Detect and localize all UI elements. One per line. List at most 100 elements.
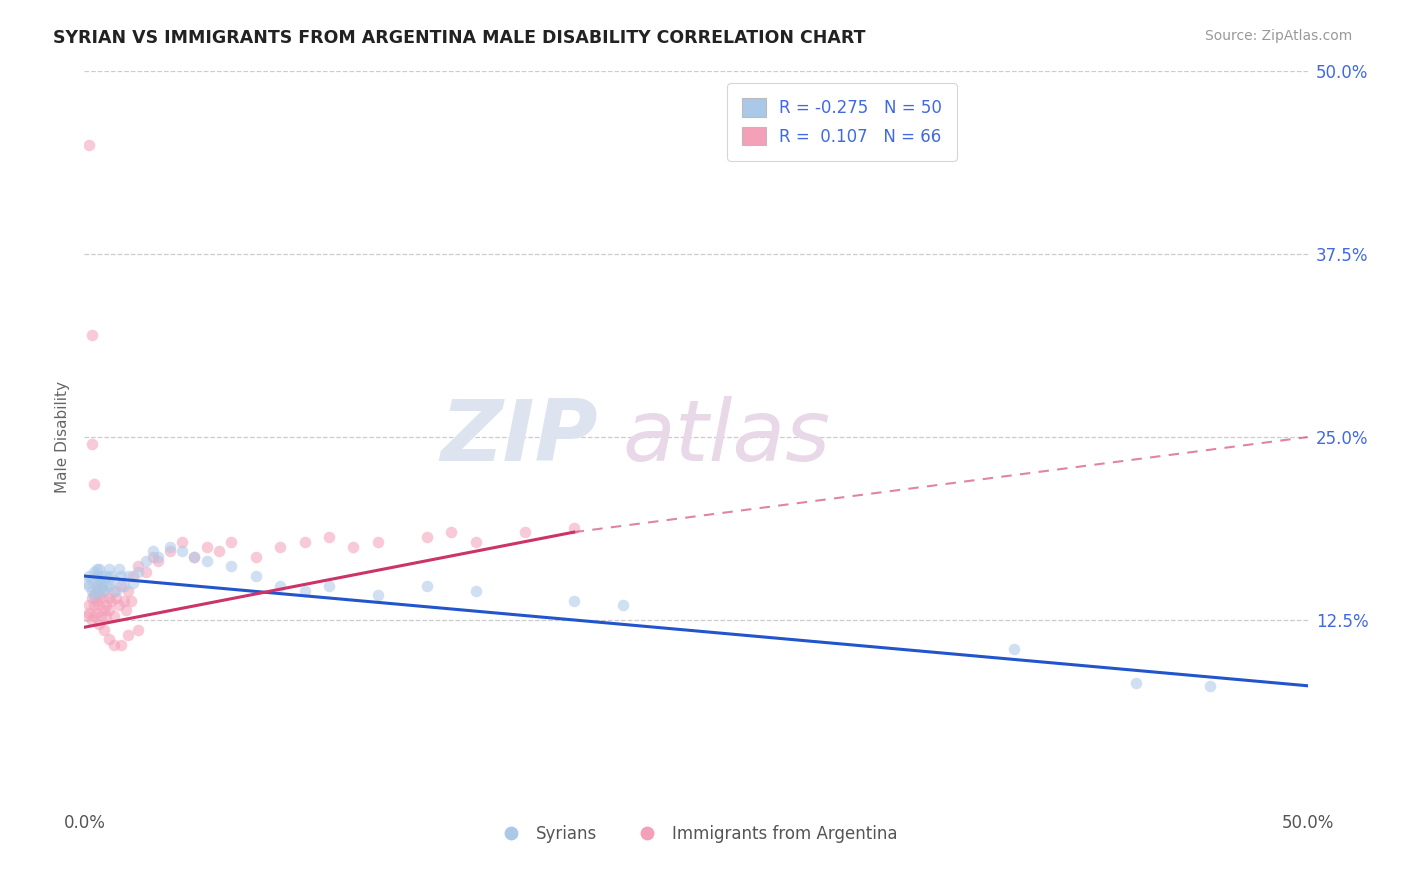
Point [77, 606, 100, 620]
Point [107, 562, 129, 576]
Point [83, 599, 105, 613]
Legend: Syrians, Immigrants from Argentina: Syrians, Immigrants from Argentina [488, 818, 904, 849]
Point [93, 583, 115, 598]
Point [146, 554, 169, 568]
Point [110, 579, 132, 593]
Text: Source: ZipAtlas.com: Source: ZipAtlas.com [1205, 29, 1353, 43]
Point [318, 530, 340, 544]
Point [127, 558, 149, 573]
Point [80, 437, 103, 451]
Point [172, 544, 194, 558]
Point [112, 579, 135, 593]
Point [127, 565, 149, 579]
Point [183, 549, 205, 564]
Point [464, 583, 486, 598]
Point [172, 535, 194, 549]
Point [93, 623, 115, 637]
Point [195, 554, 218, 568]
Point [97, 562, 120, 576]
Point [122, 569, 145, 583]
Point [97, 632, 120, 646]
Point [77, 599, 100, 613]
Point [96, 579, 118, 593]
Point [77, 579, 100, 593]
Point [80, 574, 103, 588]
Point [86, 562, 108, 576]
Point [80, 327, 103, 342]
Point [105, 591, 128, 605]
Point [142, 549, 165, 564]
Point [100, 569, 122, 583]
Point [1198, 679, 1220, 693]
Point [76, 608, 98, 623]
Point [93, 574, 115, 588]
Point [416, 530, 439, 544]
Point [87, 617, 110, 632]
Point [195, 540, 218, 554]
Point [318, 579, 340, 593]
Point [103, 638, 125, 652]
Point [83, 588, 105, 602]
Point [159, 540, 181, 554]
Point [96, 599, 118, 613]
Point [86, 579, 108, 593]
Point [93, 583, 115, 598]
Point [612, 599, 634, 613]
Point [87, 599, 110, 613]
Point [110, 638, 132, 652]
Point [80, 613, 103, 627]
Point [219, 558, 242, 573]
Point [294, 535, 316, 549]
Point [86, 583, 108, 598]
Point [77, 137, 100, 152]
Point [97, 579, 120, 593]
Point [80, 583, 103, 598]
Point [90, 569, 112, 583]
Point [103, 608, 125, 623]
Point [115, 603, 138, 617]
Point [562, 521, 585, 535]
Point [83, 565, 105, 579]
Y-axis label: Male Disability: Male Disability [55, 381, 70, 493]
Point [107, 599, 129, 613]
Point [219, 535, 242, 549]
Point [100, 594, 122, 608]
Point [83, 588, 105, 602]
Point [120, 594, 142, 608]
Point [97, 591, 120, 605]
Point [142, 544, 165, 558]
Point [117, 627, 139, 641]
Point [208, 544, 231, 558]
Point [105, 583, 128, 598]
Text: atlas: atlas [623, 395, 831, 479]
Point [294, 583, 316, 598]
Point [135, 554, 157, 568]
Point [342, 540, 364, 554]
Point [87, 588, 110, 602]
Point [87, 583, 110, 598]
Point [87, 574, 110, 588]
Point [269, 540, 291, 554]
Point [513, 525, 536, 540]
Point [122, 576, 145, 591]
Point [440, 525, 463, 540]
Point [83, 476, 105, 491]
Point [367, 535, 389, 549]
Point [112, 594, 135, 608]
Point [90, 591, 112, 605]
Point [110, 569, 132, 583]
Point [117, 569, 139, 583]
Point [96, 608, 118, 623]
Text: SYRIAN VS IMMIGRANTS FROM ARGENTINA MALE DISABILITY CORRELATION CHART: SYRIAN VS IMMIGRANTS FROM ARGENTINA MALE… [53, 29, 866, 46]
Point [83, 608, 105, 623]
Point [80, 591, 103, 605]
Point [103, 574, 125, 588]
Point [135, 565, 157, 579]
Point [86, 606, 108, 620]
Point [97, 603, 120, 617]
Point [76, 576, 98, 591]
Text: ZIP: ZIP [440, 395, 598, 479]
Point [183, 549, 205, 564]
Point [245, 569, 267, 583]
Point [90, 579, 112, 593]
